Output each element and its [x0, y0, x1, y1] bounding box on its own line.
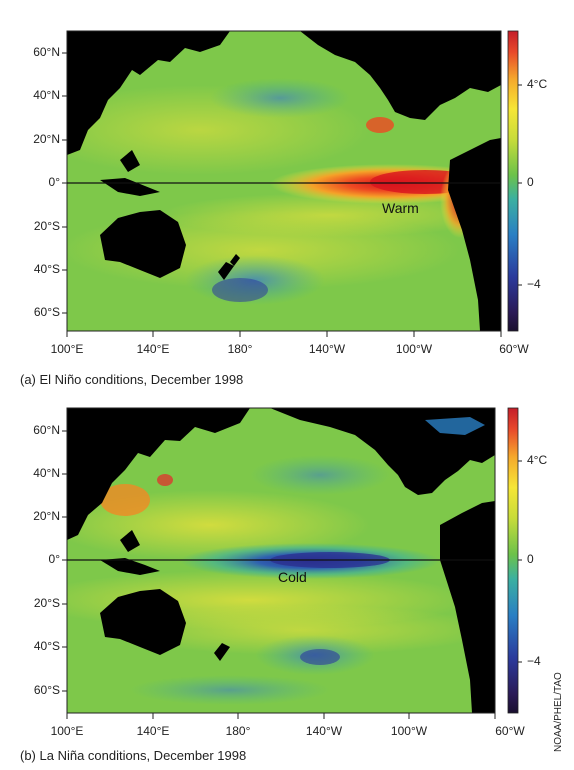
lat-label: 40°S [33, 639, 60, 653]
lon-ticks [66, 331, 502, 337]
lat-ticks [62, 52, 67, 314]
sst-field-a [67, 31, 501, 331]
scale-label: −4 [527, 277, 541, 291]
lon-label: 60°W [495, 724, 525, 738]
lat-ticks [62, 430, 67, 692]
lon-label: 180° [225, 724, 251, 738]
scale-label: 4°C [527, 77, 548, 91]
lat-label: 20°S [33, 219, 60, 233]
cold-annotation: Cold [278, 569, 307, 585]
lat-label: 0° [48, 175, 60, 189]
lon-label: 140°W [305, 724, 343, 738]
lat-label: 40°S [33, 262, 60, 276]
lon-label: 140°W [308, 342, 346, 356]
color-scale-a [507, 30, 519, 332]
lon-label: 140°E [136, 342, 170, 356]
lon-ticks [66, 713, 496, 719]
lat-label: 40°N [33, 88, 60, 102]
map-la-nina [62, 407, 522, 719]
lon-label: 100°W [395, 342, 433, 356]
lat-label: 60°N [33, 423, 60, 437]
lat-label: 20°N [33, 509, 60, 523]
scale-label: 0 [527, 175, 534, 189]
panel-la-nina: 60°N 40°N 20°N 0° 20°S 40°S 60°S 100°E 1… [0, 375, 574, 770]
lon-label: 100°W [390, 724, 428, 738]
image-credit: NOAA/PHEL/TAO [553, 672, 564, 752]
panel-el-nino: 60°N 40°N 20°N 0° 20°S 40°S 60°S 100°E 1… [20, 30, 548, 387]
scale-label: −4 [527, 654, 541, 668]
caption-a: (a) El Niño conditions, December 1998 [20, 372, 244, 387]
lon-label: 100°E [50, 724, 84, 738]
lat-label: 20°N [33, 132, 60, 146]
lat-label: 0° [48, 552, 60, 566]
lat-label: 20°S [33, 596, 60, 610]
lat-label: 60°N [33, 45, 60, 59]
lat-label: 60°S [33, 683, 60, 697]
map-el-nino [62, 30, 522, 337]
caption-b: (b) La Niña conditions, December 1998 [20, 748, 247, 763]
lon-label: 180° [227, 342, 253, 356]
lon-label: 100°E [50, 342, 84, 356]
lon-label: 140°E [136, 724, 170, 738]
color-scale-b [507, 407, 519, 714]
warm-annotation: Warm [382, 200, 419, 216]
lat-label: 60°S [33, 305, 60, 319]
lon-label: 60°W [499, 342, 529, 356]
scale-label: 0 [527, 552, 534, 566]
scale-label: 4°C [527, 453, 548, 467]
lat-label: 40°N [33, 466, 60, 480]
